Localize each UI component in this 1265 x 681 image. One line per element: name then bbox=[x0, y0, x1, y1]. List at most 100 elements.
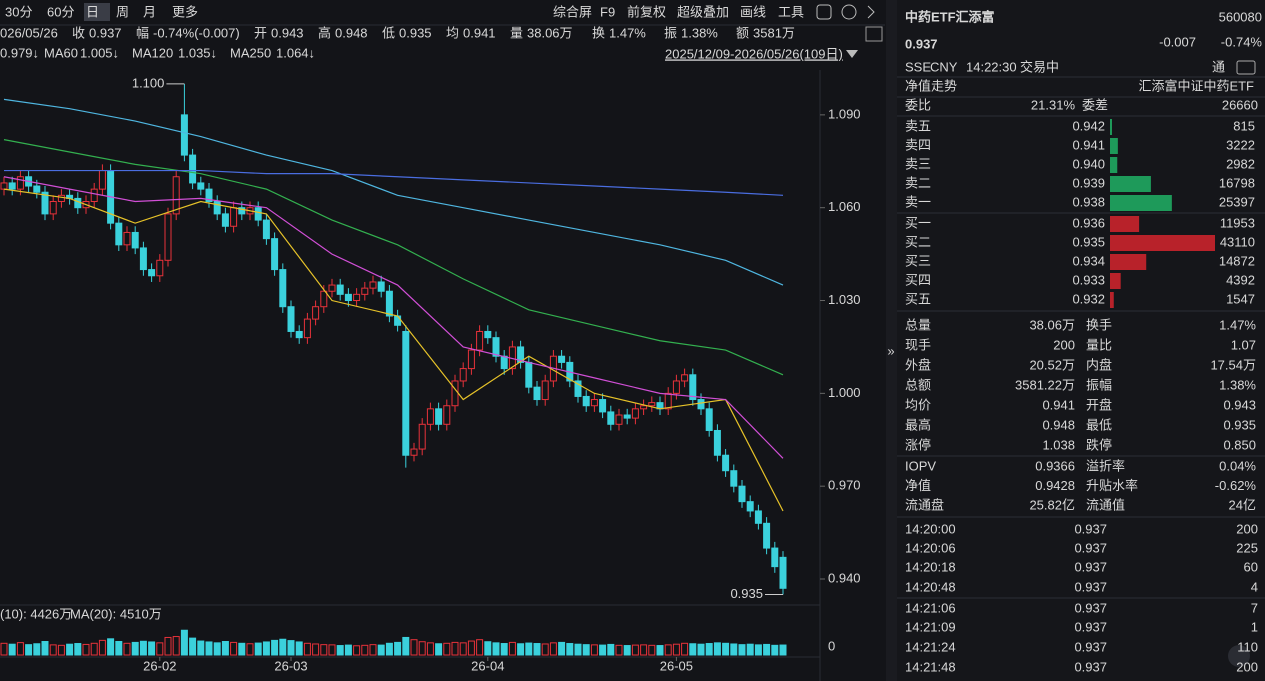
volume-bar bbox=[369, 644, 377, 656]
range-dropdown[interactable] bbox=[846, 50, 858, 58]
stat-label: 总量 bbox=[905, 317, 931, 332]
volume-bar bbox=[8, 643, 16, 656]
volume-bar bbox=[230, 641, 238, 656]
candle-body bbox=[180, 114, 188, 156]
volume-bar bbox=[664, 644, 672, 656]
volume-bar bbox=[722, 642, 730, 656]
stat-label: 外盘 bbox=[905, 357, 931, 372]
tool-button[interactable]: 综合屏 bbox=[553, 4, 592, 19]
stat-value: 0.948 bbox=[1042, 417, 1075, 432]
volume-bar bbox=[115, 641, 123, 656]
stat-value: 21.31% bbox=[1031, 97, 1076, 112]
candle-body bbox=[148, 269, 156, 277]
corner-button[interactable] bbox=[1228, 645, 1250, 667]
volume-bar bbox=[525, 642, 533, 656]
candle-body bbox=[738, 485, 746, 503]
nav-link[interactable]: 净值走势 bbox=[905, 78, 957, 93]
candle-body bbox=[631, 408, 639, 419]
period-button[interactable]: 30分 bbox=[5, 4, 32, 19]
candle-body bbox=[451, 380, 459, 407]
volume-bar bbox=[82, 643, 90, 656]
period-button[interactable]: 60分 bbox=[47, 4, 74, 19]
volume-bar bbox=[599, 644, 607, 656]
candle-body bbox=[640, 405, 648, 410]
tool-button[interactable]: F9 bbox=[600, 4, 615, 19]
volume-bar bbox=[74, 643, 82, 656]
volume-bar bbox=[476, 639, 484, 656]
candle-body bbox=[238, 207, 246, 215]
volume-bar bbox=[98, 639, 106, 656]
volume-bar bbox=[459, 642, 467, 656]
candle-body bbox=[410, 448, 418, 456]
volume-bar bbox=[123, 642, 131, 656]
volume-bar bbox=[467, 640, 475, 656]
settings-icon[interactable] bbox=[816, 4, 832, 20]
book-level: 卖一 bbox=[905, 194, 931, 209]
stat-value: 1.07 bbox=[1231, 337, 1256, 352]
collapse-button[interactable]: » bbox=[887, 343, 894, 358]
close-icon[interactable] bbox=[867, 5, 875, 19]
volume-bar bbox=[754, 644, 762, 656]
book-volume: 16798 bbox=[1219, 175, 1255, 190]
stat-label: 开盘 bbox=[1086, 397, 1112, 412]
volume-bar bbox=[656, 645, 664, 656]
card-icon[interactable] bbox=[1236, 60, 1256, 75]
trade-time: 14:21:48 bbox=[905, 659, 956, 674]
candle-body bbox=[533, 386, 541, 401]
volume-bar bbox=[566, 643, 574, 656]
book-level: 买五 bbox=[905, 291, 931, 306]
volume-bar bbox=[246, 643, 254, 656]
quote-label: 收 bbox=[72, 25, 85, 40]
tool-button[interactable]: 超级叠加 bbox=[677, 4, 729, 19]
volume-bar bbox=[410, 639, 418, 656]
volume-bar bbox=[361, 644, 369, 656]
quote-value: 3581万 bbox=[753, 25, 795, 40]
date-range[interactable]: 2025/12/09-2026/05/26(109日) bbox=[665, 46, 843, 61]
wp-icon[interactable] bbox=[865, 26, 883, 42]
volume-bar bbox=[508, 641, 516, 656]
collapse-strip bbox=[886, 0, 897, 681]
book-price: 0.940 bbox=[1072, 156, 1105, 171]
stat-label: 换手 bbox=[1086, 317, 1112, 332]
candle-body bbox=[131, 231, 139, 249]
volume-bar bbox=[172, 636, 180, 656]
stat-value: 0.9366 bbox=[1035, 458, 1075, 473]
book-volume: 815 bbox=[1233, 118, 1255, 133]
period-button[interactable]: 周 bbox=[116, 4, 129, 19]
candle-body bbox=[697, 399, 705, 410]
stat-label: 净值 bbox=[905, 478, 931, 493]
candle-body bbox=[558, 355, 566, 363]
security-name: 中药ETF汇添富 bbox=[905, 9, 995, 24]
quote-label: 高 bbox=[318, 25, 331, 40]
tool-button[interactable]: 工具 bbox=[778, 4, 804, 19]
period-button[interactable]: 日 bbox=[86, 4, 99, 19]
book-volume: 3222 bbox=[1226, 137, 1255, 152]
help-icon[interactable] bbox=[841, 4, 857, 20]
tool-button[interactable]: 前复权 bbox=[627, 4, 666, 19]
candle-body bbox=[467, 349, 475, 370]
quote-value: 0.948 bbox=[335, 25, 368, 40]
period-button[interactable]: 月 bbox=[143, 4, 156, 19]
candle-body bbox=[41, 191, 49, 215]
candle-body bbox=[599, 399, 607, 413]
x-tick-label: 26-05 bbox=[660, 658, 693, 673]
book-bar bbox=[1110, 176, 1151, 192]
stat-label: 现手 bbox=[905, 337, 931, 352]
y-tick-label: 1.060 bbox=[828, 199, 861, 214]
candle-body bbox=[262, 219, 270, 240]
x-tick-label: 26-04 bbox=[471, 658, 504, 673]
volume-bar bbox=[353, 645, 361, 656]
candle-body bbox=[279, 269, 287, 308]
volume-bar bbox=[16, 642, 24, 656]
period-button[interactable]: 更多 bbox=[172, 4, 198, 19]
badge: 通 bbox=[1212, 59, 1225, 74]
candle-body bbox=[394, 315, 402, 326]
trade-price: 0.937 bbox=[1074, 659, 1107, 674]
volume-bar bbox=[541, 643, 549, 656]
tool-button[interactable]: 画线 bbox=[740, 4, 766, 19]
volume-bar bbox=[328, 644, 336, 656]
volume-bar bbox=[377, 644, 385, 656]
y-tick-label: 0.940 bbox=[828, 570, 861, 585]
trade-time: 14:20:00 bbox=[905, 521, 956, 536]
stat-value: 1.38% bbox=[1219, 377, 1256, 392]
